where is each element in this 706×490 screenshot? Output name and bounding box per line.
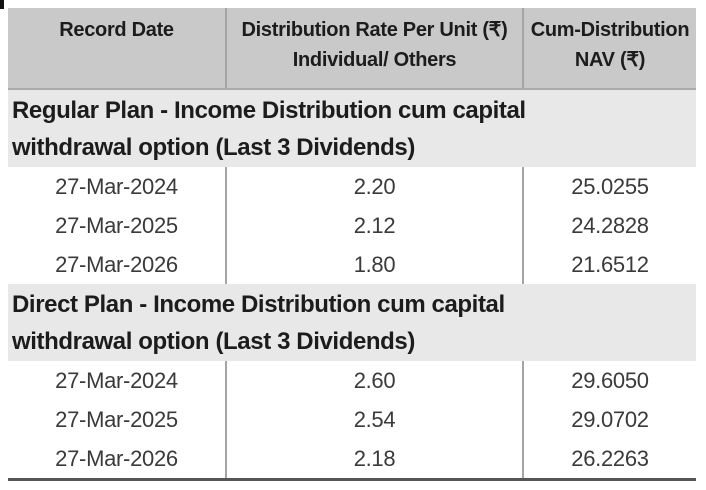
rate-value: 2.20 (225, 167, 522, 206)
table-bottom-border (8, 478, 696, 481)
section-title-regular-plan: Regular Plan - Income Distribution cum c… (8, 90, 696, 167)
corner-crop-artifact (0, 0, 4, 9)
section-title-direct-plan: Direct Plan - Income Distribution cum ca… (8, 284, 696, 361)
rate-value: 2.60 (225, 361, 522, 400)
rate-value: 2.54 (225, 400, 522, 439)
header-distribution-rate-line1: Distribution Rate Per Unit (₹) (241, 19, 508, 41)
table-row: 27-Mar-2024 2.20 25.0255 (8, 167, 696, 206)
header-distribution-rate: Distribution Rate Per Unit (₹) Individua… (225, 8, 522, 88)
nav-value: 29.0702 (522, 400, 696, 439)
rate-value: 2.18 (225, 439, 522, 478)
rate-value: 1.80 (225, 245, 522, 284)
record-date-value: 27-Mar-2024 (55, 368, 178, 393)
nav-value: 24.2828 (522, 206, 696, 245)
rate-value: 2.12 (225, 206, 522, 245)
nav-value: 26.2263 (522, 439, 696, 478)
record-date-value: 27-Mar-2024 (55, 174, 178, 199)
header-record-date: Record Date (8, 8, 225, 88)
record-date-value: 27-Mar-2025 (55, 407, 178, 432)
distribution-table: Record Date Distribution Rate Per Unit (… (8, 8, 696, 481)
nav-value: 25.0255 (522, 167, 696, 206)
header-record-date-label: Record Date (59, 19, 174, 41)
nav-value: 21.6512 (522, 245, 696, 284)
record-date-value: 27-Mar-2026 (55, 446, 178, 471)
table-header-row: Record Date Distribution Rate Per Unit (… (8, 8, 696, 90)
table-row: 27-Mar-2026 1.80 21.6512 (8, 245, 696, 284)
section-regular-title-line1: Regular Plan - Income Distribution cum c… (12, 97, 526, 124)
section-direct-title-line1: Direct Plan - Income Distribution cum ca… (12, 291, 505, 318)
header-cum-distribution-line1: Cum-Distribution (530, 19, 690, 41)
header-distribution-rate-line2: Individual/ Others (292, 49, 457, 71)
table-row: 27-Mar-2026 2.18 26.2263 (8, 439, 696, 478)
nav-value: 29.6050 (522, 361, 696, 400)
record-date-value: 27-Mar-2025 (55, 213, 178, 238)
section-regular-title-line2: withdrawal option (Last 3 Dividends) (12, 134, 415, 161)
record-date-value: 27-Mar-2026 (55, 252, 178, 277)
header-cum-distribution-line2: NAV (₹) (574, 49, 646, 71)
header-cum-distribution-nav: Cum-Distribution NAV (₹) (522, 8, 696, 88)
table-row: 27-Mar-2025 2.12 24.2828 (8, 206, 696, 245)
table-row: 27-Mar-2025 2.54 29.0702 (8, 400, 696, 439)
table-row: 27-Mar-2024 2.60 29.6050 (8, 361, 696, 400)
section-direct-title-line2: withdrawal option (Last 3 Dividends) (12, 328, 415, 355)
